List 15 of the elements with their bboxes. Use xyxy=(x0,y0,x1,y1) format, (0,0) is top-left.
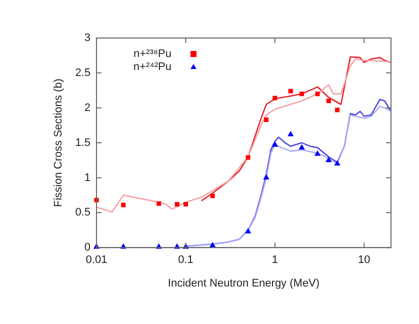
y-tick-label: 1 xyxy=(84,172,90,184)
y-tick-label: 3 xyxy=(84,32,90,44)
legend-label: n+²⁴²Pu xyxy=(133,61,172,74)
y-tick-label: 2.5 xyxy=(75,66,90,79)
y-tick-label: 1.5 xyxy=(75,136,90,149)
y-tick-label: 0 xyxy=(84,242,90,254)
x-tick-label: 0.1 xyxy=(178,254,194,266)
y-tick-label: 2 xyxy=(84,102,90,114)
legend-label: n+²³⁸Pu xyxy=(134,48,172,60)
x-tick-label: 10 xyxy=(358,254,370,266)
y-tick-label: 0.5 xyxy=(75,206,90,219)
y-axis-title: Fission Cross Sections (b) xyxy=(52,78,65,207)
x-axis-title: Incident Neutron Energy (MeV) xyxy=(168,277,320,290)
x-tick-label: 0.01 xyxy=(86,254,108,266)
x-tick-label: 1 xyxy=(272,254,278,266)
